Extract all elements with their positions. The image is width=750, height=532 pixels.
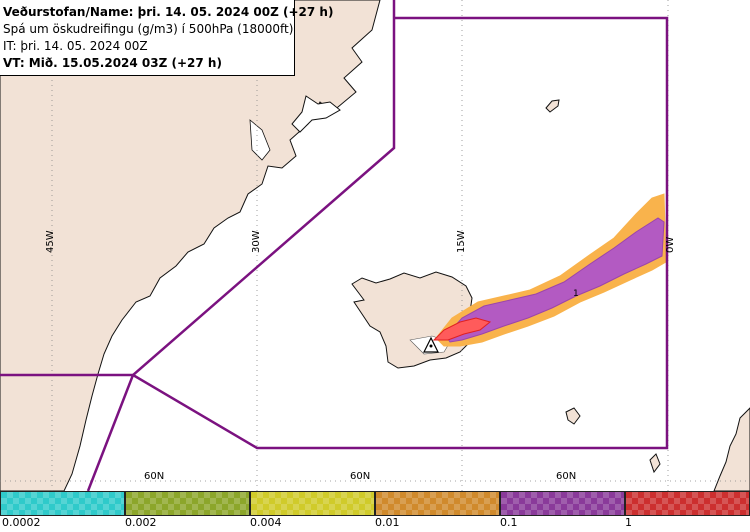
legend-label-2: 0.004 <box>250 516 282 529</box>
ash-plume-mid-fill <box>445 217 665 343</box>
lon-label-45w: 45W <box>45 230 56 253</box>
greenland-inlet <box>249 119 271 161</box>
greenland-land <box>0 0 381 491</box>
legend-label-5: 1 <box>625 516 632 529</box>
lon-label-0w: 0W <box>665 236 676 253</box>
ash-dispersion-map: 1 <box>0 0 750 491</box>
ash-plume-high <box>432 317 492 341</box>
legend-label-3: 0.01 <box>375 516 400 529</box>
legend-swatch-5 <box>625 491 750 516</box>
airspace-boundary <box>0 0 669 491</box>
legend-swatch-3 <box>375 491 500 516</box>
jan-mayen-island <box>545 99 560 113</box>
volcano-icon <box>423 336 439 353</box>
forecast-info-box: Veðurstofan/Name: þri. 14. 05. 2024 00Z … <box>0 0 334 76</box>
lon-label-15w: 15W <box>456 230 467 253</box>
lat-label-60n-c: 60N <box>556 471 577 482</box>
legend-labels: 0.0002 0.002 0.004 0.01 0.1 1 <box>0 516 750 532</box>
faroe-islands <box>565 407 581 425</box>
norway-coast <box>713 407 750 491</box>
legend-label-4: 0.1 <box>500 516 518 529</box>
legend-swatch-0 <box>0 491 125 516</box>
legend-label-0: 0.0002 <box>2 516 41 529</box>
header-line-3: IT: þri. 14. 05. 2024 00Z <box>3 39 148 53</box>
greenland-fjord <box>291 95 341 133</box>
header-line-2: Spá um öskudreifingu (g/m3) í 500hPa (18… <box>3 22 294 36</box>
lat-label-60n-b: 60N <box>350 471 371 482</box>
shetland-islands <box>649 453 661 474</box>
legend-swatch-2 <box>250 491 375 516</box>
plume-contour-label: 1 <box>573 289 579 299</box>
legend-swatch-1 <box>125 491 250 516</box>
lat-label-60n-a: 60N <box>144 471 165 482</box>
header-line-4: VT: Mið. 15.05.2024 03Z (+27 h) <box>3 56 222 70</box>
legend-swatch-4 <box>500 491 625 516</box>
concentration-legend <box>0 491 750 516</box>
legend-label-1: 0.002 <box>125 516 157 529</box>
header-line-1: Veðurstofan/Name: þri. 14. 05. 2024 00Z … <box>3 5 334 19</box>
lon-label-30w: 30W <box>251 230 262 253</box>
